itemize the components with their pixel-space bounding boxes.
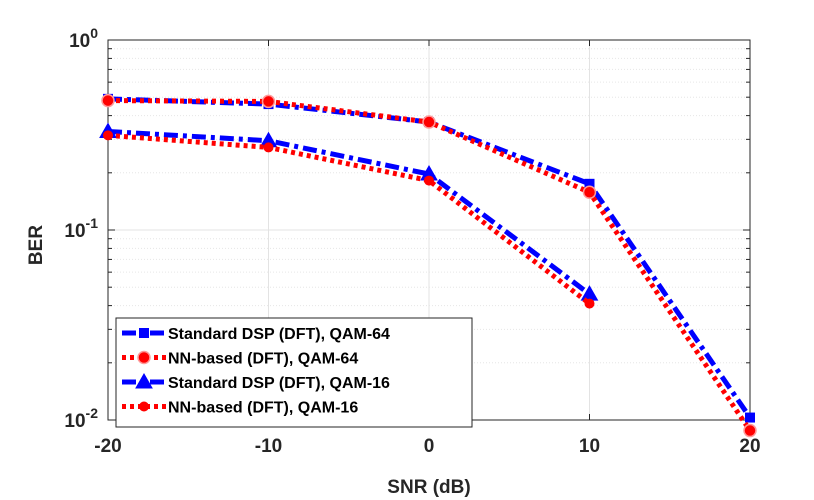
legend-swatch-marker [135,372,153,389]
x-axis-label: SNR (dB) [387,477,470,498]
data-point [745,412,755,423]
y-tick-label: 100 [69,25,98,52]
series-layer [99,93,757,438]
x-tick-label: 0 [424,436,435,457]
x-tick-label: 20 [739,436,760,457]
legend-item: Standard DSP (DFT), QAM-16 [122,372,390,392]
x-tick-label: -20 [94,436,121,457]
legend-swatch-marker [137,350,151,365]
y-tick-label: 10-1 [64,215,98,242]
legend: Standard DSP (DFT), QAM-64 NN-based (DFT)… [115,317,473,428]
legend-label: NN-based (DFT), QAM-64 [168,351,358,368]
data-point [584,298,595,309]
legend-item: NN-based (DFT), QAM-64 [122,351,358,368]
legend-item: Standard DSP (DFT), QAM-64 [122,326,390,343]
series-2 [101,93,757,438]
series-line [107,128,591,297]
data-point [422,115,436,129]
series-line [107,132,592,306]
legend-swatch-marker [139,328,149,338]
legend-swatch-marker [139,401,149,412]
data-point [263,142,274,153]
x-tick-label: -10 [255,436,282,457]
data-point [261,94,276,109]
x-tick-label: 10 [579,436,600,457]
series-line [107,96,753,419]
legend-label: NN-based (DFT), QAM-16 [168,400,358,417]
data-point [743,423,757,438]
data-point [582,185,597,200]
data-point [101,93,115,108]
series-4 [103,130,595,309]
tick-labels: -20 -10 0 10 20 100 10-1 10-2 [64,25,760,457]
legend-label: Standard DSP (DFT), QAM-64 [168,326,390,343]
y-axis-label: BER [26,225,47,265]
data-point [103,130,113,141]
legend-box [115,317,473,428]
y-tick-label: 10-2 [64,405,98,432]
legend-label: Standard DSP (DFT), QAM-16 [168,375,390,392]
legend-item: NN-based (DFT), QAM-16 [122,400,358,417]
data-point [424,175,434,186]
series-3 [99,122,599,301]
